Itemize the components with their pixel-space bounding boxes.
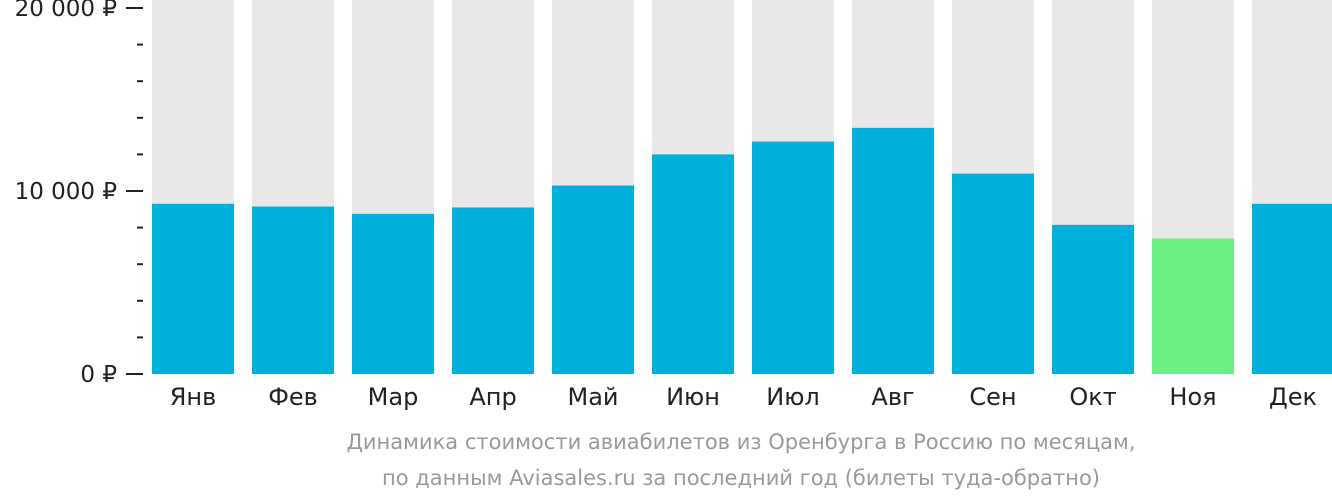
bar-12 bbox=[1252, 203, 1332, 374]
x-tick-label: Май bbox=[567, 383, 618, 411]
y-tick-label: 0 ₽ bbox=[80, 362, 117, 388]
bar-1 bbox=[152, 203, 234, 374]
bar-4 bbox=[452, 207, 534, 374]
x-tick-label: Дек bbox=[1269, 383, 1317, 411]
x-tick-label: Янв bbox=[170, 383, 217, 411]
bar-5 bbox=[552, 185, 634, 374]
x-tick-label: Июл bbox=[766, 383, 820, 411]
bar-9 bbox=[952, 173, 1034, 374]
chart-caption-line-2: по данным Aviasales.ru за последний год … bbox=[382, 466, 1100, 490]
y-axis: 0 ₽ 10 000 ₽ 20 000 ₽ bbox=[15, 0, 143, 388]
bar-8 bbox=[852, 127, 934, 375]
bar-10 bbox=[1052, 224, 1134, 374]
bar-3 bbox=[352, 213, 434, 374]
x-tick-label: Мар bbox=[368, 383, 419, 411]
x-tick-label: Апр bbox=[469, 383, 516, 411]
bar-6 bbox=[652, 154, 734, 374]
bar-2 bbox=[252, 206, 334, 374]
bar-7 bbox=[752, 141, 834, 374]
chart-caption-line-1: Динамика стоимости авиабилетов из Оренбу… bbox=[346, 430, 1136, 454]
bar-11 bbox=[1152, 238, 1234, 374]
bars bbox=[152, 0, 1332, 375]
x-tick-label: Окт bbox=[1069, 383, 1116, 411]
x-tick-label: Июн bbox=[666, 383, 720, 411]
x-tick-label: Фев bbox=[268, 383, 318, 411]
y-tick-label: 10 000 ₽ bbox=[15, 179, 117, 205]
x-axis-labels: Янв Фев Мар Апр Май Июн Июл Авг Сен Окт Ноя Дек bbox=[170, 383, 1317, 411]
x-tick-label: Сен bbox=[969, 383, 1016, 411]
x-tick-label: Авг bbox=[871, 383, 914, 411]
y-tick-label: 20 000 ₽ bbox=[15, 0, 117, 22]
x-tick-label: Ноя bbox=[1169, 383, 1216, 411]
